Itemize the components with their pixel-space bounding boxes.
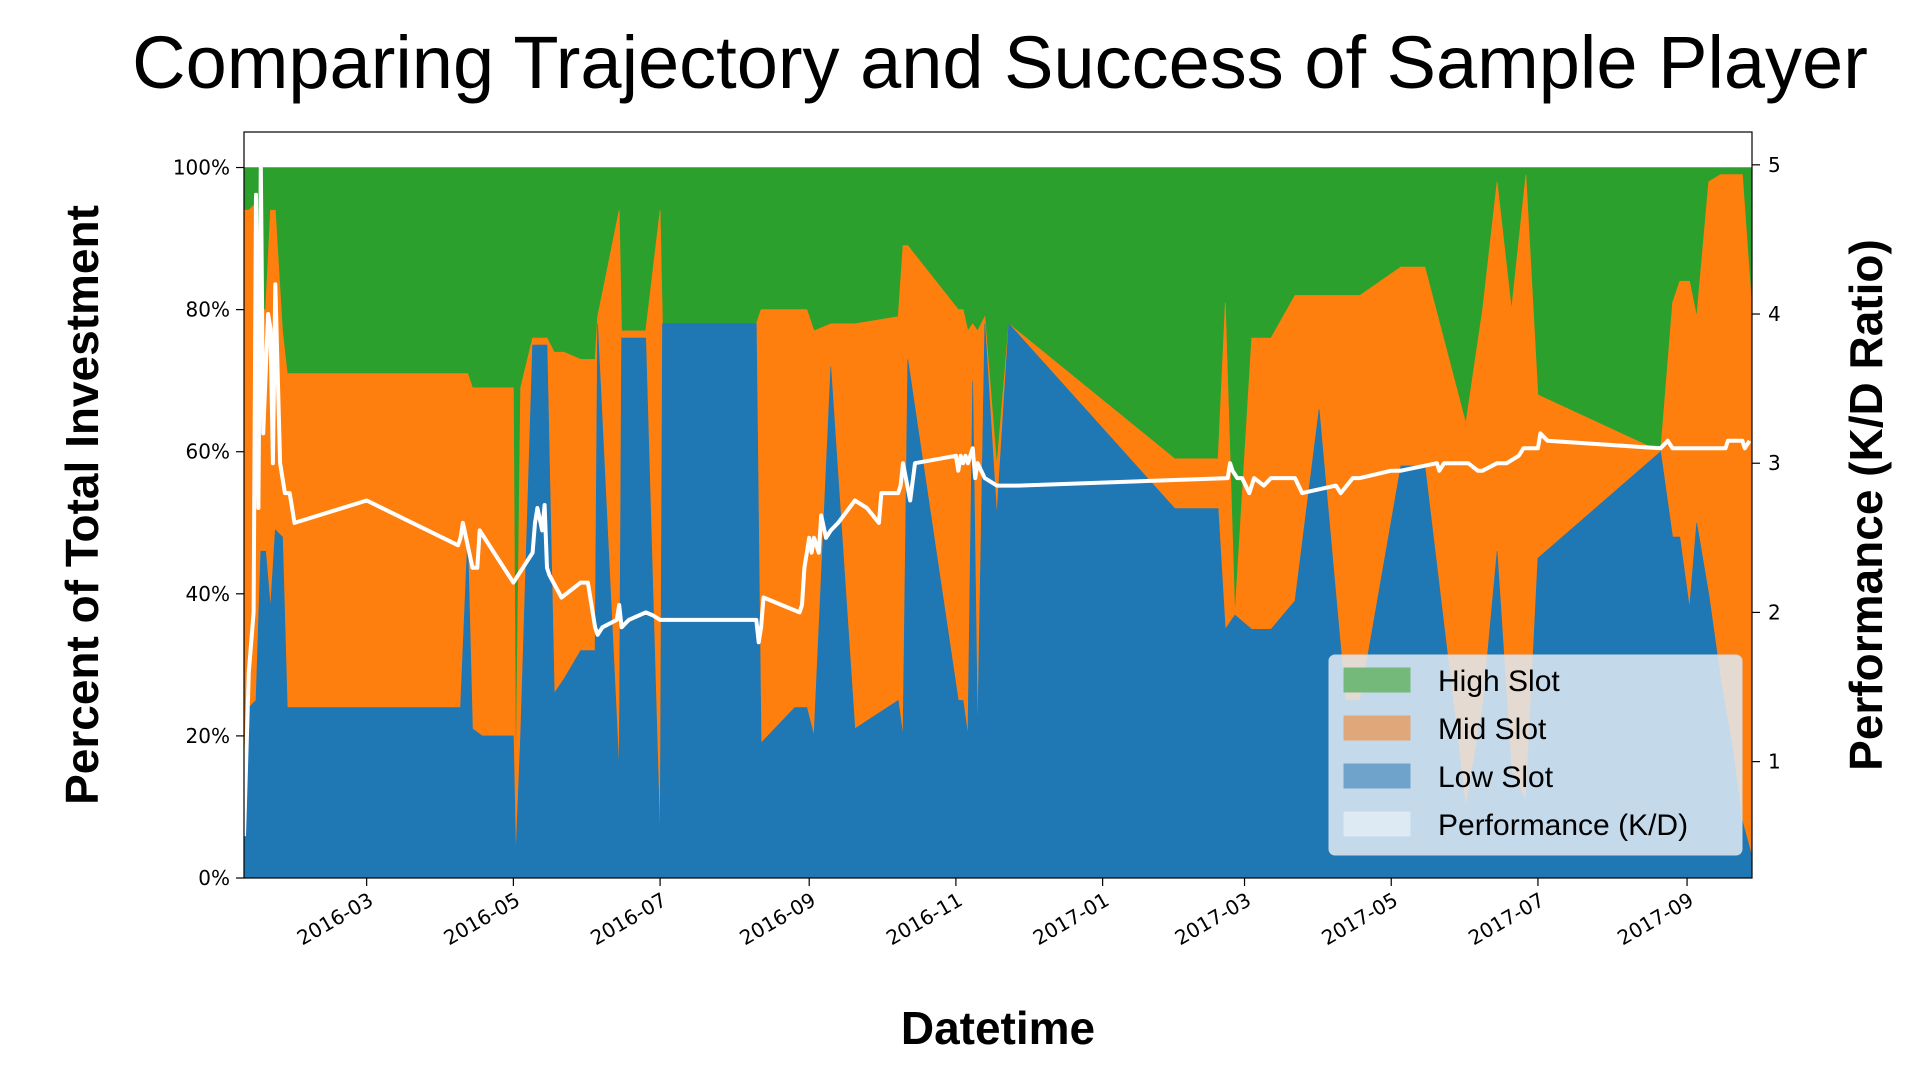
legend-label-low-slot: Low Slot [1438,761,1554,794]
legend-box [1328,654,1743,856]
legend-swatch-high-slot [1343,667,1411,693]
y-tick-label: 100% [173,156,230,180]
legend-label-mid-slot: Mid Slot [1438,713,1547,746]
y-tick-label: 20% [186,724,230,748]
y2-tick-label: 2 [1768,600,1781,624]
y-axis-label: Percent of Total Investment [56,205,108,805]
x-tick-label: 2016-03 [293,888,377,951]
y-tick-label: 60% [186,440,230,464]
y-tick-label: 0% [198,866,230,890]
x-tick-label: 2016-11 [882,888,966,951]
x-tick-label: 2017-01 [1029,888,1113,951]
y2-tick-label: 3 [1768,451,1781,475]
performance-line [242,162,1752,837]
legend-label-performance: Performance (K/D) [1438,809,1688,842]
x-tick-label: 2016-09 [735,888,819,951]
legend: High Slot Mid Slot Low Slot Performance … [1328,654,1743,856]
x-tick-label: 2017-05 [1317,888,1401,951]
x-tick-label: 2017-03 [1171,888,1255,951]
chart-title: Comparing Trajectory and Success of Samp… [132,21,1868,104]
legend-label-high-slot: High Slot [1438,665,1560,698]
plot-frame [243,131,1753,879]
performance-line-layer [242,162,1752,837]
y-tick-label: 80% [186,298,230,322]
x-axis-label: Datetime [901,1002,1095,1054]
x-tick-label: 2016-05 [439,888,523,951]
y-tick-label: 40% [186,582,230,606]
x-tick-label: 2016-07 [586,888,670,951]
legend-swatch-mid-slot [1343,715,1411,741]
x-tick-label: 2017-09 [1613,888,1697,951]
y2-axis-label: Performance (K/D Ratio) [1840,239,1892,771]
y-axis-right: 1 2 3 4 5 [1752,153,1781,774]
x-axis: 2016-03 2016-05 2016-07 2016-09 2016-11 2017-… [293,878,1698,950]
legend-swatch-low-slot [1343,763,1411,789]
y2-tick-label: 4 [1768,302,1781,326]
y2-tick-label: 5 [1768,153,1781,177]
y2-tick-label: 1 [1768,750,1781,774]
legend-swatch-performance [1343,811,1411,837]
x-tick-label: 2017-07 [1464,888,1548,951]
y-axis-left: 0% 20% 40% 60% 80% 100% [173,156,244,890]
